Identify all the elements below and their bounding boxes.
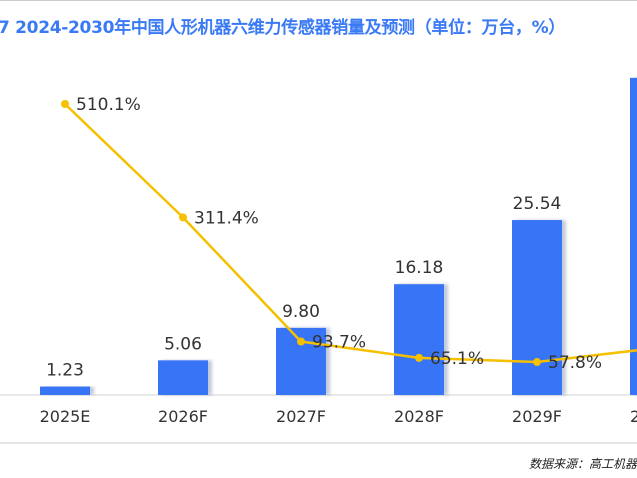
growth-line bbox=[64, 103, 637, 364]
x-tick-2029F: 2029F bbox=[512, 407, 562, 426]
bar-label-2025E: 1.23 bbox=[46, 361, 84, 381]
growth-label-2026F: 311.4% bbox=[194, 208, 259, 228]
growth-label-2028F: 65.1% bbox=[430, 349, 484, 369]
chart-title: 7 2024-2030年中国人形机器六维力传感器销量及预测（单位：万台，%） bbox=[0, 18, 566, 38]
growth-point-2028F bbox=[415, 353, 423, 362]
growth-label-2029F: 57.8% bbox=[548, 353, 602, 373]
bar-label-2029F: 25.54 bbox=[513, 194, 562, 214]
growth-label-2027F: 93.7% bbox=[312, 333, 366, 353]
bar-label-2028F: 16.18 bbox=[395, 258, 444, 278]
growth-point-2029F bbox=[533, 358, 541, 367]
bar-2025E bbox=[40, 386, 90, 395]
x-tick-2026F: 2026F bbox=[158, 407, 208, 426]
bar-2028F bbox=[394, 284, 444, 395]
x-tick-2025E: 2025E bbox=[40, 407, 91, 426]
source-note: 数据来源：高工机器人 bbox=[528, 457, 637, 471]
top-border bbox=[0, 0, 637, 1]
growth-point-2026F bbox=[179, 213, 187, 222]
x-tick-2028F: 2028F bbox=[394, 407, 444, 426]
bar-2030F bbox=[630, 77, 637, 395]
bar-2026F bbox=[158, 360, 208, 395]
bar-label-2026F: 5.06 bbox=[164, 334, 202, 354]
growth-point-2025E bbox=[61, 100, 69, 109]
bar-label-2027F: 9.80 bbox=[282, 302, 320, 322]
x-tick-2027F: 2027F bbox=[276, 407, 326, 426]
x-tick-2030F: 2030F bbox=[630, 407, 637, 426]
growth-point-2027F bbox=[297, 337, 305, 346]
growth-label-2025E: 510.1% bbox=[76, 95, 141, 115]
